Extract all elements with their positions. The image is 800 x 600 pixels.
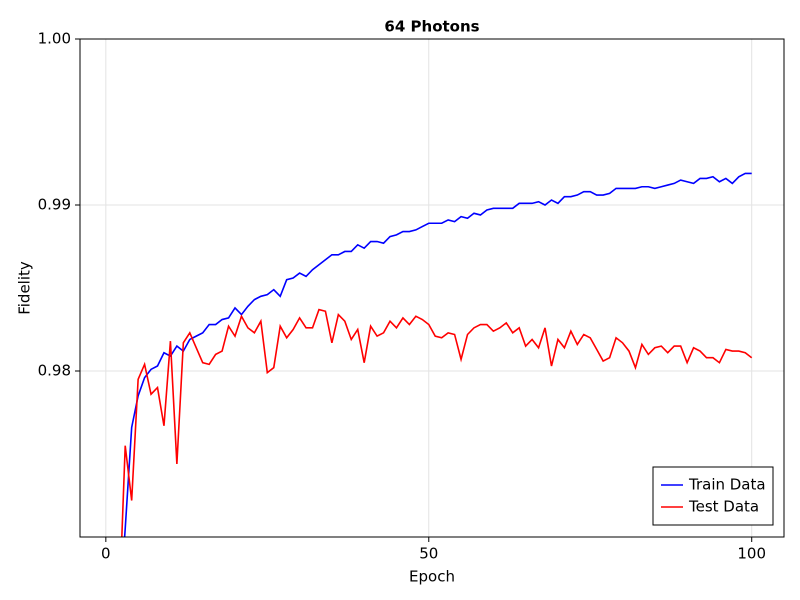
data-line <box>123 172 752 537</box>
x-tick-label: 50 <box>419 545 438 563</box>
data-line <box>121 308 753 537</box>
chart-title: 64 Photons <box>384 18 479 36</box>
y-axis-label: Fidelity <box>16 261 34 315</box>
x-tick-label: 100 <box>737 545 766 563</box>
legend-label: Test Data <box>688 498 759 516</box>
y-tick-label: 0.99 <box>38 196 71 214</box>
plot-frame <box>79 38 785 538</box>
x-tick-label: 0 <box>101 545 111 563</box>
x-axis-label: Epoch <box>409 568 455 586</box>
y-tick-label: 0.98 <box>38 362 71 380</box>
y-tick-label: 1.00 <box>38 30 71 48</box>
legend-box <box>652 466 774 526</box>
legend-label: Train Data <box>688 476 766 494</box>
